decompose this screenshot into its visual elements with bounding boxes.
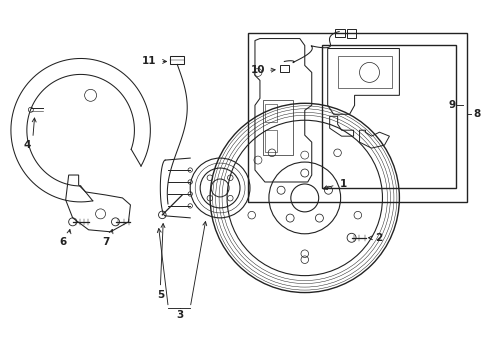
Text: 5: 5 (157, 289, 164, 300)
Bar (171, 57, 184, 64)
Bar (322, 45, 456, 188)
Bar (263, 100, 293, 155)
Text: 2: 2 (375, 233, 382, 243)
Text: 10: 10 (251, 66, 265, 76)
Text: 1: 1 (340, 179, 347, 189)
Bar (335, 28, 345, 37)
Bar (338, 57, 392, 88)
Bar (265, 104, 277, 122)
Bar (347, 28, 356, 37)
Text: 9: 9 (449, 100, 456, 110)
Text: 6: 6 (59, 237, 66, 247)
Text: 7: 7 (102, 237, 109, 247)
Text: 11: 11 (142, 57, 157, 67)
Bar (280, 66, 289, 72)
Text: 8: 8 (473, 109, 481, 119)
Text: 4: 4 (23, 140, 30, 150)
Text: 3: 3 (176, 310, 184, 320)
Bar (248, 32, 467, 202)
Bar (265, 130, 277, 152)
